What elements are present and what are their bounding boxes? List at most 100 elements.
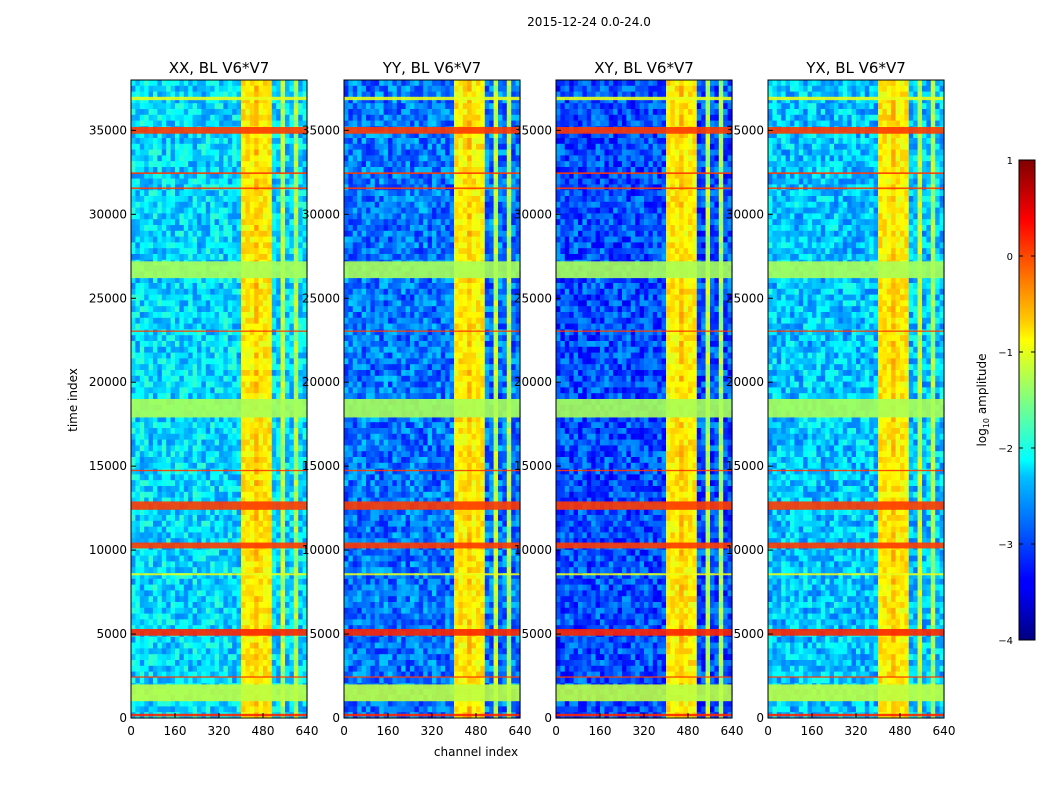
heatmap-cell <box>157 381 163 388</box>
heatmap-cell <box>157 85 163 93</box>
heatmap-cell <box>153 161 158 168</box>
heatmap-cell <box>205 387 211 394</box>
heatmap-cell <box>214 370 220 377</box>
heatmap-cell <box>144 561 150 568</box>
heatmap-cell <box>223 636 229 644</box>
heatmap-cell <box>280 706 286 713</box>
heatmap-cell <box>183 462 189 470</box>
heatmap-cell <box>161 213 167 220</box>
heatmap-cell <box>179 97 185 104</box>
heatmap-cell <box>144 167 150 174</box>
heatmap-cell <box>249 300 255 307</box>
heatmap-cell <box>271 230 277 238</box>
heatmap-cell <box>348 91 354 98</box>
heatmap-cell <box>344 85 349 93</box>
heatmap-cell <box>197 677 202 684</box>
heatmap-cell <box>197 213 202 220</box>
heatmap-cell <box>214 584 220 591</box>
heatmap-cell <box>166 451 172 458</box>
heatmap-cell <box>258 393 264 400</box>
heatmap-cell <box>480 80 486 87</box>
heatmap-cell <box>502 109 508 116</box>
heatmap-cell <box>249 474 255 481</box>
heatmap-cell <box>232 300 238 307</box>
heatmap-cell <box>197 468 202 475</box>
heatmap-cell <box>205 422 211 429</box>
heatmap-cell <box>205 596 211 603</box>
heatmap-cell <box>166 491 172 499</box>
heatmap-cell <box>263 393 268 400</box>
heatmap-cell <box>285 178 290 185</box>
heatmap-cell <box>258 138 264 145</box>
heatmap-cell <box>276 306 282 313</box>
heatmap-cell <box>219 109 224 116</box>
heatmap-cell <box>432 143 437 151</box>
heatmap-cell <box>201 248 207 255</box>
heatmap-cell <box>245 422 251 429</box>
heatmap-cell <box>144 393 150 400</box>
heatmap-cell <box>232 526 238 533</box>
heatmap-cell <box>298 230 304 238</box>
heatmap-cell <box>183 526 189 533</box>
heatmap-cell <box>153 178 158 185</box>
heatmap-cell <box>179 515 185 522</box>
heatmap-cell <box>285 236 290 243</box>
heatmap-cell <box>192 97 198 104</box>
heatmap-cell <box>298 335 304 342</box>
heatmap-cell <box>293 143 299 151</box>
heatmap-cell <box>249 167 255 174</box>
heatmap-cell <box>210 341 216 348</box>
heatmap-cell <box>298 114 304 122</box>
heatmap-cell <box>219 317 224 325</box>
heatmap-cell <box>414 97 420 104</box>
heatmap-cell <box>405 155 411 162</box>
heatmap-cell <box>179 294 185 301</box>
heatmap-cell <box>271 439 277 446</box>
heatmap-cell <box>157 120 163 127</box>
heatmap-cell <box>157 230 163 238</box>
heatmap-cell <box>157 532 163 539</box>
heatmap-cell <box>161 567 167 574</box>
heatmap-cell <box>298 486 304 493</box>
heatmap-cell <box>271 573 277 580</box>
heatmap-cell <box>210 213 216 220</box>
heatmap-cell <box>392 132 398 139</box>
heatmap-cell <box>236 149 242 156</box>
flagged-row <box>131 573 307 576</box>
heatmap-cell <box>205 451 211 458</box>
heatmap-cell <box>467 114 473 122</box>
heatmap-cell <box>293 573 299 580</box>
heatmap-cell <box>271 143 277 151</box>
heatmap-cell <box>197 538 202 545</box>
heatmap-cell <box>144 294 150 301</box>
heatmap-cell <box>302 706 308 713</box>
heatmap-cell <box>258 468 264 475</box>
heatmap-cell <box>249 103 255 110</box>
heatmap-cell <box>135 381 141 388</box>
heatmap-cell <box>249 375 255 383</box>
heatmap-cell <box>258 114 264 122</box>
heatmap-cell <box>170 114 176 122</box>
flagged-row <box>131 684 307 702</box>
heatmap-cell <box>271 515 277 522</box>
heatmap-cell <box>267 648 273 655</box>
heatmap-cell <box>161 201 167 209</box>
heatmap-cell <box>227 625 233 632</box>
heatmap-cell <box>192 161 198 168</box>
heatmap-cell <box>298 242 304 249</box>
heatmap-cell <box>197 439 202 446</box>
heatmap-cell <box>148 573 154 580</box>
heatmap-cell <box>144 172 150 180</box>
heatmap-cell <box>175 242 180 249</box>
heatmap-cell <box>210 277 216 284</box>
heatmap-cell <box>249 607 255 615</box>
heatmap-cell <box>263 636 268 644</box>
heatmap-cell <box>298 381 304 388</box>
heatmap-cell <box>285 665 290 673</box>
heatmap-cell <box>139 201 145 209</box>
heatmap-cell <box>139 602 145 609</box>
heatmap-cell <box>285 242 290 249</box>
heatmap-cell <box>276 138 282 145</box>
heatmap-cell <box>285 648 290 655</box>
heatmap-cell <box>179 248 185 255</box>
